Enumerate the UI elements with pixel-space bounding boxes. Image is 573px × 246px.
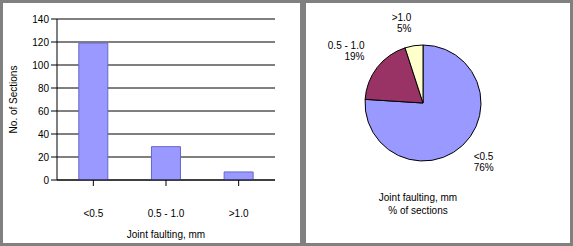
svg-text:20: 20: [38, 152, 50, 163]
svg-text:0.5 - 1.0: 0.5 - 1.0: [148, 208, 185, 219]
svg-text:60: 60: [38, 106, 50, 117]
svg-text:120: 120: [32, 37, 49, 48]
html-text:% of sections: % of sections: [388, 205, 448, 216]
html-text:Joint faulting, mm: Joint faulting, mm: [378, 192, 458, 203]
svg-text:100: 100: [32, 60, 49, 71]
svg-text:>1.0: >1.0: [229, 208, 249, 219]
svg-text:<0.5: <0.5: [83, 208, 103, 219]
svg-text:<0.576%: <0.576%: [474, 151, 494, 174]
svg-text:Joint faulting, mm: Joint faulting, mm: [127, 229, 205, 240]
svg-text:0: 0: [43, 175, 49, 186]
svg-text:No. of Sections: No. of Sections: [8, 66, 19, 134]
svg-text:80: 80: [38, 83, 50, 94]
svg-text:140: 140: [32, 14, 49, 25]
svg-text:0.5 - 1.019%: 0.5 - 1.019%: [328, 40, 365, 63]
svg-text:40: 40: [38, 129, 50, 140]
svg-text:>1.05%: >1.05%: [392, 12, 412, 35]
